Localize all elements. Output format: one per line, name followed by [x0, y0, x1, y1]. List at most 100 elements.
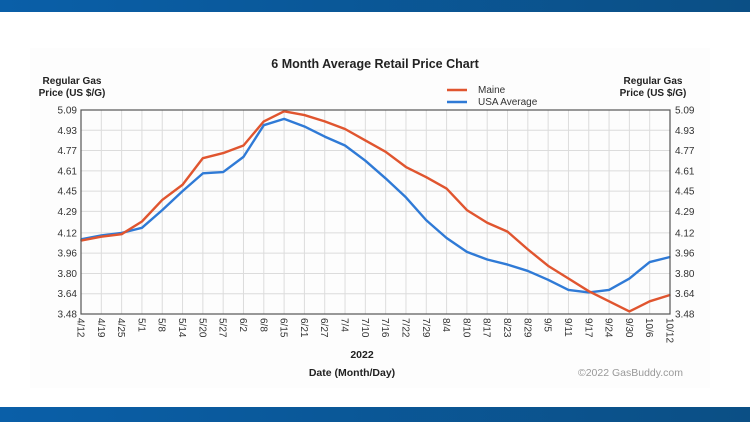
plot-frame	[80, 109, 671, 315]
x-tick-label: 7/10	[359, 318, 370, 338]
chart-title: 6 Month Average Retail Price Chart	[271, 57, 479, 71]
data-point-usa-average	[567, 289, 570, 291]
y-tick-label-left: 4.77	[58, 146, 78, 157]
data-point-usa-average	[486, 258, 489, 261]
copyright: ©2022 GasBuddy.com	[578, 367, 683, 379]
data-point-usa-average	[547, 278, 549, 281]
x-tick-label: 8/17	[481, 318, 492, 338]
data-point-maine	[486, 221, 489, 224]
x-tick-label: 6/21	[298, 318, 309, 338]
data-point-usa-average	[222, 171, 224, 173]
legend-label-usa: USA Average	[478, 97, 538, 108]
series-line-maine	[80, 110, 671, 313]
x-tick-label: 6/2	[237, 318, 248, 332]
data-point-maine	[161, 199, 164, 201]
data-point-usa-average	[283, 118, 285, 120]
y-tick-label-right: 3.80	[675, 269, 695, 280]
top-banner	[0, 0, 750, 12]
data-point-maine	[323, 120, 326, 123]
y-tick-label-left: 4.45	[58, 187, 78, 198]
y-tick-label-right: 4.29	[675, 207, 695, 218]
x-tick-label: 9/17	[582, 318, 593, 338]
x-tick-label: 5/20	[196, 318, 207, 338]
data-point-maine	[181, 183, 184, 186]
x-tick-label: 7/22	[399, 318, 410, 338]
y-tick-label-right: 3.48	[675, 310, 695, 321]
x-tick-label: 8/4	[440, 318, 451, 332]
y-tick-label-left: 4.12	[58, 228, 78, 239]
data-point-usa-average	[323, 135, 326, 138]
x-tick-label: 4/19	[95, 318, 106, 338]
data-point-maine	[567, 277, 570, 280]
y-tick-label-left: 3.80	[58, 269, 78, 280]
y-tick-label-right: 4.61	[675, 166, 695, 177]
x-tick-label: 10/6	[643, 318, 654, 338]
data-point-maine	[425, 176, 428, 178]
data-point-usa-average	[405, 196, 407, 199]
y-tick-label-left: 4.29	[58, 207, 78, 218]
data-point-maine	[405, 166, 407, 168]
x-ticks: 4/12 4/19 4/25 5/1 5/8 5/14 5/20 5/27 6/2 6/8 6/15…	[75, 318, 675, 343]
data-point-usa-average	[242, 156, 245, 158]
y-tick-label-right: 3.64	[675, 289, 695, 300]
data-point-maine	[527, 248, 529, 251]
data-point-usa-average	[466, 251, 468, 253]
y-tick-label-right: 5.09	[675, 106, 695, 117]
data-point-usa-average	[303, 125, 306, 128]
data-point-usa-average	[608, 289, 610, 291]
series-line-usa-average	[80, 117, 671, 294]
data-point-maine	[587, 290, 590, 292]
y-tick-label-left: 3.96	[58, 249, 78, 260]
y-tick-label-left: 3.48	[58, 310, 78, 321]
legend-label-maine: Maine	[478, 85, 506, 96]
y-axis-label-right-line2: Price (US $/G)	[620, 88, 687, 99]
x-tick-label: 7/29	[420, 318, 431, 338]
data-point-maine	[648, 300, 651, 303]
data-point-usa-average	[384, 177, 387, 180]
x-tick-label: 4/12	[75, 318, 86, 338]
bottom-banner	[0, 407, 750, 422]
data-point-usa-average	[445, 237, 448, 239]
data-point-maine	[506, 230, 509, 233]
grid	[80, 109, 671, 315]
data-point-maine	[547, 265, 549, 267]
data-point-maine	[283, 110, 285, 113]
y-tick-label-left: 4.93	[58, 126, 78, 137]
data-point-maine	[384, 151, 387, 153]
y-tick-label-right: 4.93	[675, 126, 695, 137]
y-tick-label-right: 3.96	[675, 249, 695, 260]
data-point-maine	[344, 128, 346, 130]
x-tick-label: 8/10	[460, 318, 471, 338]
x-tick-label: 6/8	[257, 318, 268, 332]
data-point-maine	[262, 120, 265, 123]
y-axis-label-left-line1: Regular Gas	[43, 76, 102, 87]
data-point-usa-average	[364, 159, 367, 162]
data-point-maine	[120, 233, 123, 235]
data-point-usa-average	[181, 190, 184, 192]
x-tick-label: 7/4	[339, 318, 350, 332]
y-tick-label-left: 5.09	[58, 106, 78, 117]
x-tick-label: 5/8	[156, 318, 167, 332]
data-point-usa-average	[506, 263, 509, 266]
x-tick-label: 8/23	[501, 318, 512, 338]
y-axis-label-left-line2: Price (US $/G)	[39, 88, 106, 99]
data-point-usa-average	[527, 270, 529, 272]
x-tick-label: 9/5	[542, 318, 553, 332]
data-point-maine	[445, 187, 448, 190]
data-point-usa-average	[262, 124, 265, 127]
y-tick-label-right: 4.12	[675, 228, 695, 239]
y-tick-label-right: 4.45	[675, 187, 695, 198]
y-ticks: 3.48 3.48 3.64 3.64 3.80 3.80 3.96 3.96 4.12 4.12…	[58, 106, 695, 321]
x-tick-label: 9/11	[562, 318, 573, 337]
data-point-usa-average	[628, 277, 631, 280]
data-point-maine	[608, 300, 610, 303]
x-tick-label: 5/14	[176, 318, 187, 338]
chart-card	[30, 48, 710, 388]
y-tick-label-left: 3.64	[58, 289, 78, 300]
data-point-maine	[466, 209, 468, 211]
data-point-maine	[303, 114, 306, 116]
x-tick-label: 5/1	[135, 318, 146, 332]
data-point-usa-average	[344, 144, 346, 147]
x-tick-label: 6/15	[278, 318, 289, 338]
data-point-usa-average	[202, 172, 204, 175]
